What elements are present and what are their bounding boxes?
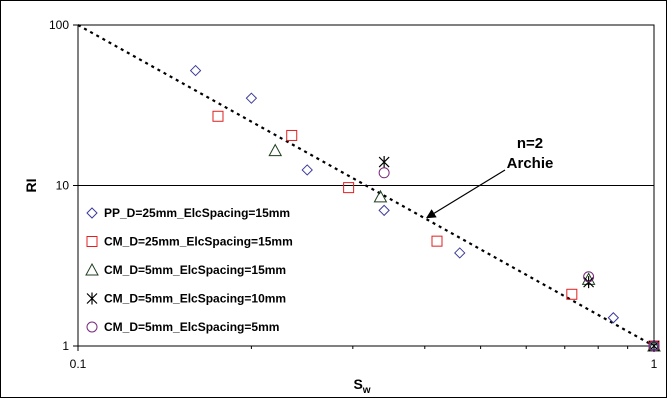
data-point-square [212, 110, 224, 122]
legend-marker-triangle [85, 262, 99, 276]
y-tick-label: 10 [56, 179, 70, 193]
data-point-square [431, 235, 443, 247]
data-point-circle [583, 271, 595, 283]
x-tick-label: 1 [651, 357, 658, 371]
y-tick-label: 100 [49, 18, 69, 32]
data-point-diamond [189, 64, 202, 77]
legend-label: CM_D=5mm_ElcSpacing=10mm [104, 292, 286, 306]
x-tick-label: 0.1 [70, 357, 87, 371]
data-point-triangle [268, 143, 283, 157]
legend-marker-star [86, 292, 98, 305]
data-point-circle [378, 167, 390, 179]
data-point-diamond [607, 312, 620, 324]
archie-trendline [77, 24, 655, 347]
legend-marker-diamond [86, 207, 98, 219]
y-axis-title: RI [23, 179, 39, 193]
data-point-diamond [301, 164, 313, 176]
data-point-square [566, 288, 578, 300]
x-axis-title-subscript: w [362, 385, 371, 396]
annotation-label: n=2 [517, 135, 543, 152]
legend-marker-square [86, 236, 98, 247]
data-point-triangle [373, 189, 388, 203]
data-point-diamond [245, 92, 258, 104]
y-tick-label: 1 [62, 339, 69, 353]
data-point-diamond [454, 247, 466, 259]
data-point-square [286, 129, 298, 141]
data-point-square [343, 182, 355, 194]
legend-label: PP_D=25mm_ElcSpacing=15mm [104, 206, 290, 220]
annotation-label: Archie [507, 155, 554, 172]
data-point-circle [648, 340, 660, 352]
data-point-star [378, 156, 390, 169]
legend-label: CM_D=5mm_ElcSpacing=15mm [104, 263, 286, 277]
legend-marker-circle [86, 321, 98, 333]
legend-label: CM_D=25mm_ElcSpacing=15mm [104, 235, 293, 249]
annotation-arrow [425, 169, 506, 219]
data-point-diamond [378, 204, 390, 217]
legend-label: CM_D=5mm_ElcSpacing=5mm [104, 320, 279, 334]
